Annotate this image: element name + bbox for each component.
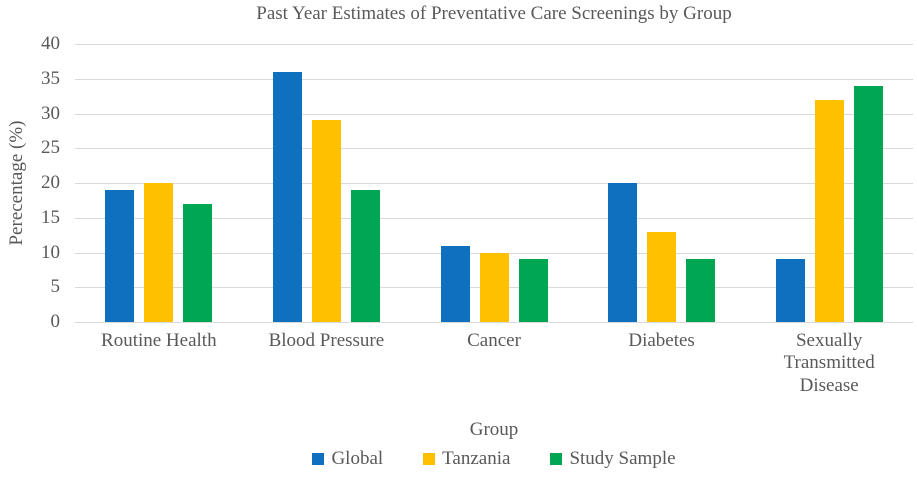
bar-global-diabetes <box>608 183 638 322</box>
x-category-label-sexually-transmitted-disease: Sexually Transmitted Disease <box>783 330 875 396</box>
bar-study-sample-diabetes <box>686 259 716 322</box>
bar-global-blood-pressure <box>272 71 302 322</box>
legend-item-global: Global <box>312 448 383 470</box>
bar-global-sexually-transmitted-disease <box>775 259 805 322</box>
legend-item-study-sample: Study Sample <box>550 448 676 470</box>
y-tick-label: 20 <box>41 172 60 193</box>
bar-tanzania-diabetes <box>647 231 677 322</box>
y-tick-label: 40 <box>41 33 60 54</box>
y-tick-label: 5 <box>50 276 61 298</box>
legend-label: Study Sample <box>569 448 676 469</box>
y-tick-label: 10 <box>41 241 60 263</box>
gridline <box>75 217 913 219</box>
legend-swatch-global <box>312 453 325 465</box>
x-category-label-cancer: Cancer <box>467 330 521 351</box>
bar-study-sample-cancer <box>518 259 548 322</box>
bar-study-sample-blood-pressure <box>350 189 380 322</box>
bar-global-routine-health <box>105 189 135 322</box>
x-axis-title: Group <box>469 419 519 440</box>
y-tick-label: 15 <box>41 206 60 228</box>
bar-study-sample-sexually-transmitted-disease <box>853 85 883 322</box>
x-category-label-blood-pressure: Blood Pressure <box>268 330 385 351</box>
x-category-label-routine-health: Routine Health <box>101 330 217 351</box>
bar-tanzania-blood-pressure <box>311 120 341 322</box>
legend-item-tanzania: Tanzania <box>423 448 510 470</box>
gridline <box>75 113 913 115</box>
chart-title: Past Year Estimates of Preventative Care… <box>256 3 732 24</box>
gridline <box>75 44 913 45</box>
legend-swatch-study-sample <box>550 453 563 465</box>
y-tick-label: 35 <box>41 67 60 89</box>
y-tick-label: 0 <box>50 311 61 332</box>
y-tick-label: 25 <box>41 137 60 159</box>
gridline <box>75 322 913 323</box>
bar-study-sample-routine-health <box>183 203 213 322</box>
gridline <box>75 183 913 184</box>
legend: Global Tanzania Study Sample <box>75 448 913 470</box>
x-category-label-diabetes: Diabetes <box>628 330 695 351</box>
legend-label: Global <box>331 448 384 469</box>
bar-global-cancer <box>440 245 470 322</box>
legend-swatch-tanzania <box>423 453 436 465</box>
bar-tanzania-sexually-transmitted-disease <box>814 99 844 322</box>
bar-tanzania-routine-health <box>144 183 174 322</box>
gridline <box>75 148 913 150</box>
y-tick-label: 30 <box>41 102 60 124</box>
legend-label: Tanzania <box>442 448 511 469</box>
gridline <box>75 78 913 80</box>
bar-tanzania-cancer <box>479 252 509 322</box>
